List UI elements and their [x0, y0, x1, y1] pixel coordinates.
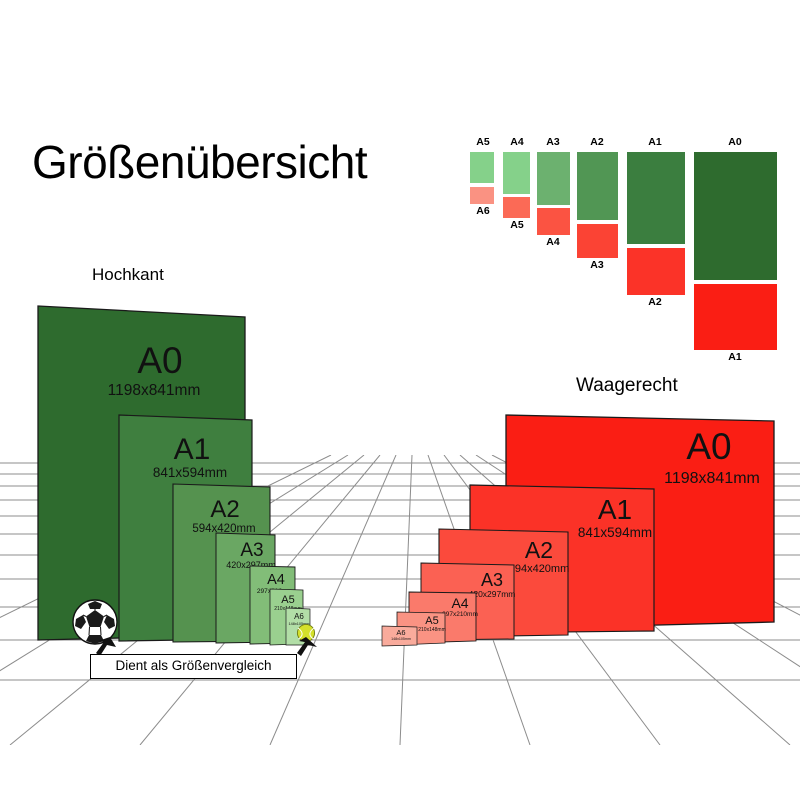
svg-text:841x594mm: 841x594mm — [578, 525, 652, 540]
legend-label-bottom-5: A1 — [728, 351, 742, 363]
svg-text:A1: A1 — [174, 433, 211, 466]
portrait-sheet-stack: A0 1198x841mm A1 841x594mm A2 594x420mm … — [20, 290, 340, 655]
legend-label-bottom-0: A6 — [476, 205, 490, 217]
legend-swatch-red-0 — [470, 187, 494, 204]
svg-text:A3: A3 — [481, 570, 503, 590]
svg-text:A4: A4 — [451, 595, 468, 611]
landscape-heading: Waagerecht — [576, 375, 678, 396]
legend-label-bottom-1: A5 — [510, 219, 524, 231]
svg-text:A0: A0 — [686, 426, 731, 467]
callout-label: Dient als Größenvergleich — [115, 658, 272, 673]
legend-swatch-green-4 — [627, 152, 685, 244]
legend-swatch-green-2 — [537, 152, 570, 205]
svg-text:148x105mm: 148x105mm — [391, 637, 411, 641]
svg-text:A5: A5 — [281, 594, 294, 606]
legend-label-top-3: A2 — [590, 136, 604, 148]
legend-swatch-red-5 — [694, 284, 777, 350]
legend-swatch-green-1 — [503, 152, 530, 194]
svg-text:594x420mm: 594x420mm — [509, 563, 570, 575]
legend-swatch-red-2 — [537, 208, 570, 235]
size-legend: A5 A6 A4 A5 A3 A4 A2 A3 A1 A2 A0 A1 — [466, 136, 796, 368]
legend-label-bottom-4: A2 — [648, 296, 662, 308]
legend-label-top-5: A0 — [728, 136, 742, 148]
legend-label-top-1: A4 — [510, 136, 524, 148]
page-title: Größenübersicht — [32, 136, 368, 188]
size-comparison-callout: Dient als Größenvergleich — [90, 654, 297, 679]
legend-label-top-4: A1 — [648, 136, 662, 148]
sheet-landscape-a6: A6 148x105mm — [381, 625, 418, 647]
svg-text:A4: A4 — [267, 572, 285, 588]
svg-text:A2: A2 — [525, 537, 553, 563]
svg-text:A6: A6 — [396, 628, 405, 637]
svg-text:A1: A1 — [598, 494, 632, 525]
legend-swatch-red-4 — [627, 248, 685, 295]
legend-swatch-green-5 — [694, 152, 777, 280]
legend-label-top-2: A3 — [546, 136, 560, 148]
svg-text:297x210mm: 297x210mm — [442, 611, 478, 618]
portrait-heading: Hochkant — [92, 265, 164, 284]
soccer-ball-icon — [70, 597, 120, 652]
svg-text:420x297mm: 420x297mm — [469, 589, 516, 599]
svg-text:A5: A5 — [425, 615, 438, 627]
svg-text:841x594mm: 841x594mm — [153, 465, 227, 480]
legend-swatch-green-0 — [470, 152, 494, 183]
svg-text:A6: A6 — [294, 612, 304, 621]
legend-swatch-red-3 — [577, 224, 618, 258]
svg-text:420x297mm: 420x297mm — [226, 560, 276, 570]
legend-label-bottom-3: A3 — [590, 259, 604, 271]
svg-text:1198x841mm: 1198x841mm — [108, 382, 201, 399]
legend-swatch-red-1 — [503, 197, 530, 218]
svg-text:210x148mm: 210x148mm — [418, 627, 446, 633]
svg-text:A0: A0 — [137, 340, 182, 381]
legend-label-bottom-2: A4 — [546, 236, 560, 248]
legend-swatch-green-3 — [577, 152, 618, 220]
svg-text:A2: A2 — [210, 496, 239, 523]
svg-text:148x105mm: 148x105mm — [289, 622, 310, 626]
legend-label-top-0: A5 — [476, 136, 490, 148]
callout-arrow-right — [288, 636, 318, 665]
svg-text:A3: A3 — [240, 540, 263, 561]
svg-text:1198x841mm: 1198x841mm — [664, 470, 760, 487]
svg-text:594x420mm: 594x420mm — [192, 523, 255, 535]
callout-arrow-left — [88, 636, 118, 665]
landscape-sheet-stack: A0 1198x841mm A1 841x594mm A2 594x420mm … — [375, 400, 800, 657]
